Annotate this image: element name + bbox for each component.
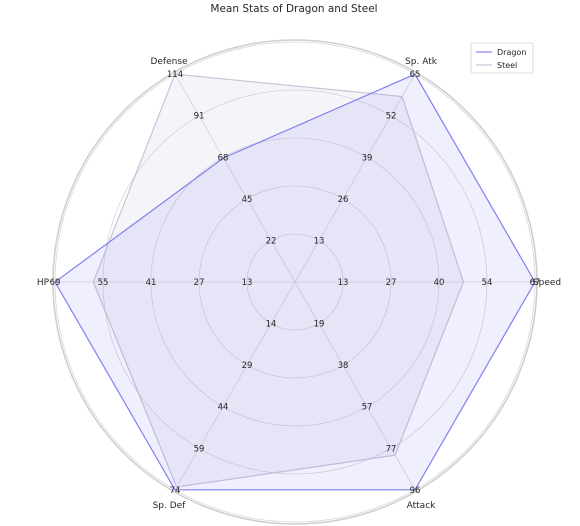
- axis-labels: Speed Sp. Atk Defense HP Sp. Def Attack: [37, 57, 561, 511]
- legend: Dragon Steel: [470, 42, 534, 74]
- axis-label-speed: Speed: [533, 278, 561, 288]
- axis-label-sp-atk: Sp. Atk: [405, 57, 438, 67]
- tick-label-speed-4: 54: [482, 278, 493, 288]
- tick-label-attack-4: 77: [386, 444, 397, 454]
- tick-label-sp-atk-4: 52: [386, 112, 397, 122]
- tick-label-defense-3: 68: [218, 153, 229, 163]
- tick-label-sp-def-1: 14: [266, 320, 277, 330]
- tick-label-sp-def-2: 29: [242, 361, 253, 371]
- tick-label-hp-4: 55: [98, 278, 109, 288]
- spoke-2: [174, 73, 296, 283]
- tick-label-sp-def-4: 59: [194, 444, 205, 454]
- tick-label-hp-5: 69: [50, 278, 61, 288]
- tick-label-hp-3: 41: [146, 278, 157, 288]
- tick-label-speed-3: 40: [434, 278, 445, 288]
- tick-label-hp-2: 27: [194, 278, 205, 288]
- series-steel-polygon: [92, 73, 465, 488]
- axis-label-hp: HP: [37, 278, 50, 288]
- legend-label-dragon: Dragon: [497, 48, 526, 57]
- tick-label-sp-atk-2: 26: [338, 195, 349, 205]
- axis-label-defense: Defense: [150, 57, 188, 67]
- tick-label-sp-def-5: 74: [170, 486, 181, 496]
- tick-labels: 13 27 40 54 67 13 26 39 52 65 22 45 68 91 114 13 27 41 55 6…: [50, 70, 541, 496]
- tick-label-sp-atk-1: 13: [314, 236, 325, 246]
- axis-label-sp-def: Sp. Def: [153, 501, 187, 511]
- tick-label-attack-3: 57: [362, 403, 373, 413]
- tick-label-sp-def-3: 44: [218, 403, 229, 413]
- chart-title: Mean Stats of Dragon and Steel: [210, 3, 377, 15]
- tick-label-hp-1: 13: [242, 278, 253, 288]
- tick-label-defense-5: 114: [167, 70, 183, 80]
- tick-label-defense-4: 91: [194, 112, 205, 122]
- spoke-1: [294, 73, 416, 283]
- tick-label-attack-1: 19: [314, 320, 325, 330]
- spoke-4: [174, 281, 296, 491]
- tick-label-sp-atk-3: 39: [362, 153, 373, 163]
- series-dragon-polygon: [54, 73, 536, 491]
- tick-label-defense-2: 45: [242, 195, 253, 205]
- tick-label-speed-2: 27: [386, 278, 397, 288]
- tick-label-attack-5: 96: [410, 486, 421, 496]
- tick-label-defense-1: 22: [266, 236, 277, 246]
- tick-label-speed-5: 67: [530, 278, 541, 288]
- axis-label-attack: Attack: [407, 501, 437, 511]
- legend-label-steel: Steel: [497, 61, 517, 70]
- tick-label-sp-atk-5: 65: [410, 70, 421, 80]
- tick-label-speed-1: 13: [338, 278, 349, 288]
- series-layer: [54, 73, 536, 491]
- outer-frame-circle: [52, 39, 538, 525]
- tick-label-attack-2: 38: [338, 361, 349, 371]
